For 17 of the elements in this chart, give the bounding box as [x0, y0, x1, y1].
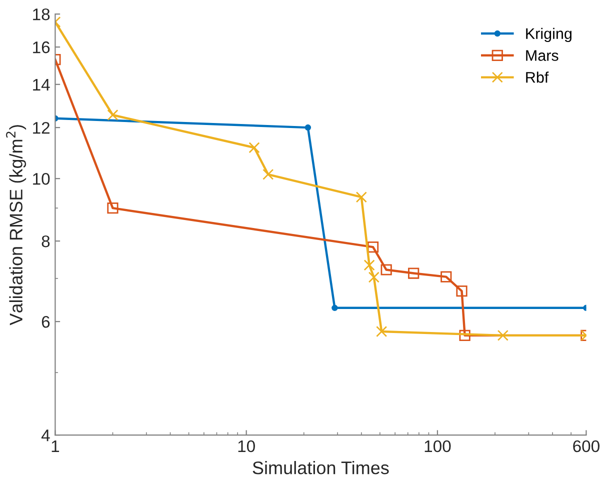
legend-label: Rbf [526, 72, 549, 83]
y-tick-label: 8 [42, 235, 50, 248]
y-tick-label: 16 [33, 41, 50, 54]
x-tick-label: 10 [238, 440, 255, 452]
legend-label: Mars [526, 50, 558, 61]
x-axis-title: Simulation Times [252, 461, 389, 474]
x-tick-label: 600 [573, 440, 600, 452]
y-tick-label: 4 [41, 430, 50, 442]
y-axis-title: Validation RMSE (kg/m$^{2}$) [6, 125, 26, 326]
x-tick-label: 100 [424, 440, 451, 452]
y-tick-label: 10 [33, 172, 50, 185]
y-tick-label: 6 [42, 316, 50, 328]
y-tick-label: 14 [33, 78, 50, 90]
y-tick-label: 12 [33, 122, 50, 134]
legend-label: Kriging [526, 28, 572, 42]
y-tick-label: 18 [33, 8, 50, 20]
x-tick-label: 1 [52, 440, 60, 452]
